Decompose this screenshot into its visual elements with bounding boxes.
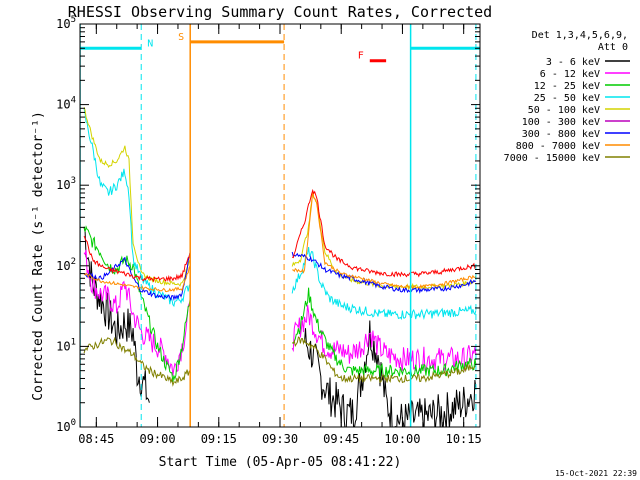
y-tick-exponent: 1 [71,337,76,347]
y-tick-label-3: 103 [56,176,76,192]
y-tick-base: 10 [56,17,70,31]
x-tick-label-0: 08:45 [78,432,114,446]
series-line-4-seg-0 [83,107,191,287]
legend-entry-label-0: 3 - 6 keV [546,57,600,68]
series-line-0-seg-1 [304,320,477,427]
y-tick-exponent: 4 [71,96,76,106]
series-line-6-seg-0 [83,251,191,302]
x-tick-label-1: 09:00 [139,432,175,446]
series-line-3-seg-0 [83,108,191,308]
y-axis-label: Corrected Count Rate (s⁻¹ detector⁻¹) [31,111,46,401]
series-line-7-seg-1 [292,191,477,290]
y-tick-base: 10 [56,420,70,434]
y-tick-exponent: 5 [71,15,76,25]
y-tick-label-5: 105 [56,15,76,31]
legend-entry-label-8: 7000 - 15000 keV [504,153,600,164]
plot-clipped-group [80,24,480,427]
plot-area: N S F [80,24,480,427]
x-tick-label-6: 10:15 [446,432,482,446]
y-tick-base: 10 [56,98,70,112]
y-tick-label-0: 100 [56,418,76,434]
series-line-2-seg-0 [83,225,191,382]
legend-entry-label-3: 25 - 50 keV [534,93,600,104]
y-tick-label-2: 102 [56,257,76,273]
y-tick-exponent: 0 [71,418,76,428]
y-tick-base: 10 [56,178,70,192]
series-line-3-seg-1 [291,247,477,320]
series-line-7-seg-0 [83,265,191,293]
state-label-F: F [358,51,364,62]
x-tick-label-2: 09:15 [201,432,237,446]
series-line-8-seg-0 [83,336,191,387]
state-label-S: S [178,32,184,43]
series-line-8-seg-1 [292,336,477,384]
y-tick-base: 10 [56,339,70,353]
footer-timestamp: 15-Oct-2021 22:39 [555,469,637,478]
state-label-N: N [147,38,153,49]
legend-entry-label-4: 50 - 100 keV [528,105,600,116]
series-line-9-seg-0 [83,235,191,283]
series-line-6-seg-1 [291,251,477,294]
series-line-9-seg-1 [292,188,477,278]
y-tick-base: 10 [56,259,70,273]
series-line-1-seg-0 [83,249,191,376]
legend-entry-label-6: 300 - 800 keV [522,129,600,140]
y-tick-label-1: 101 [56,337,76,353]
legend-entry-label-1: 6 - 12 keV [540,69,600,80]
x-axis-label: Start Time (05-Apr-05 08:41:22) [159,455,402,470]
y-tick-exponent: 2 [71,257,76,267]
y-tick-label-4: 104 [56,96,76,112]
x-tick-label-4: 09:45 [323,432,359,446]
x-tick-label-3: 09:30 [262,432,298,446]
legend-entry-label-7: 800 - 7000 keV [516,141,600,152]
legend-entry-label-2: 12 - 25 keV [534,81,600,92]
y-tick-exponent: 3 [71,176,76,186]
legend-entry-label-5: 100 - 300 keV [522,117,600,128]
chart-title: RHESSI Observing Summary Count Rates, Co… [68,3,492,21]
x-tick-label-5: 10:00 [384,432,420,446]
legend-header-1: Att 0 [598,42,628,53]
legend-header-0: Det 1,3,4,5,6,9, [532,30,628,41]
